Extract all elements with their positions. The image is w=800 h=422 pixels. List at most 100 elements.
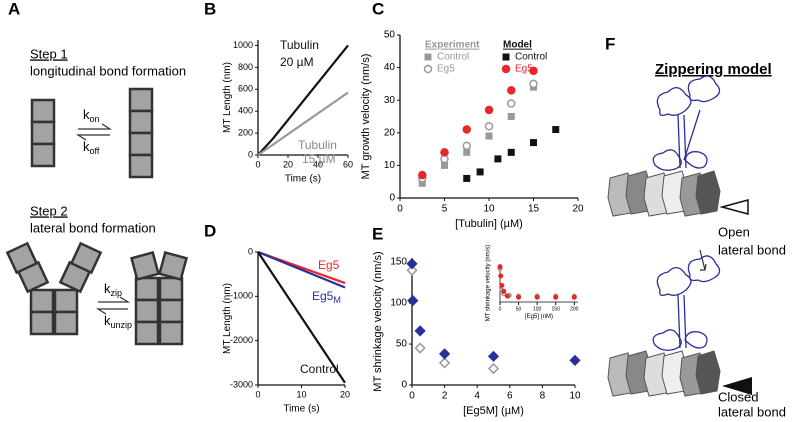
point (484, 105, 494, 115)
line (257, 44, 349, 156)
step-title: Step 2 (30, 203, 68, 218)
point (438, 357, 451, 369)
rate-sub: zip (111, 288, 123, 298)
x-tick-label: 100 (533, 306, 542, 312)
y-tick-label: -1000 (230, 291, 253, 301)
svg-text:kon: kon (83, 107, 100, 124)
y-tick-label: 30 (384, 95, 396, 106)
x-tick-label: 15 (528, 204, 540, 215)
x-tick-label: 8 (540, 391, 546, 402)
legend-label: Eg5 (515, 64, 533, 75)
point (507, 99, 516, 108)
x-axis-label: Time (s) (283, 403, 319, 414)
y-tick-label: -2000 (230, 335, 253, 345)
step-title: Step 1 (30, 46, 68, 61)
annotation: Tubulin (280, 38, 319, 52)
x-tick-label: 50 (516, 306, 522, 312)
x-tick-label: 40 (313, 160, 323, 170)
x-tick-label: 10 (483, 204, 495, 215)
x-tick-label: 2 (442, 391, 448, 402)
legend-marker (502, 53, 510, 61)
x-tick-label: 20 (572, 204, 584, 215)
x-tick-label: 60 (343, 160, 353, 170)
y-axis-label: MT growth velocity (nm/s) (360, 54, 372, 180)
svg-text:kzip: kzip (104, 281, 122, 298)
x-axis-label: Time (s) (285, 173, 321, 184)
annotation-text: Tubulin (298, 138, 337, 152)
x-tick-label: 10 (569, 391, 581, 402)
panel-label: D (204, 221, 216, 240)
x-tick-label: 4 (474, 391, 480, 402)
annotation: 15 µM (302, 152, 336, 166)
x-axis-label: [Eg5M] (µM) (463, 405, 524, 417)
step-text: lateral bond formation (30, 220, 156, 235)
x-tick-label: 5 (442, 204, 448, 215)
point (504, 293, 510, 299)
legend-title: Experiment (425, 40, 480, 51)
point (552, 126, 560, 134)
step-text: longitudinal bond formation (30, 63, 186, 78)
y-axis-label: MT Length (nm) (222, 283, 233, 354)
rate-sub: on (90, 114, 100, 124)
point (507, 148, 515, 156)
y-tick-label: 50 (396, 339, 408, 350)
point (418, 179, 426, 187)
annotation-text: Tubulin (280, 38, 319, 52)
y-tick-label: 0 (389, 193, 395, 204)
point (463, 174, 471, 182)
point (462, 141, 471, 151)
point (418, 170, 427, 180)
state-label: lateral bond (718, 404, 786, 417)
x-tick-label: 6 (507, 391, 513, 402)
x-axis-label: [Eg5] (nM) (525, 314, 553, 320)
x-tick-label: 0 (409, 391, 415, 402)
x-tick-label: 20 (283, 160, 293, 170)
legend-marker (424, 53, 432, 61)
annotation: Eg5M (312, 289, 341, 305)
x-tick-label: 20 (340, 390, 350, 400)
state-label: Closed (718, 389, 758, 404)
rate: k (104, 313, 111, 328)
panel-label: B (204, 0, 216, 18)
y-tick-label: 100 (390, 298, 407, 309)
x-axis-label: [Tubulin] (µM) (455, 218, 523, 230)
y-tick-label: 1000 (233, 40, 253, 50)
panel-a-diagram: Step 1 longitudinal bond formation kon k… (5, 46, 189, 346)
x-tick-label: 200 (570, 306, 579, 312)
legend-label: Control (437, 52, 469, 63)
point (498, 273, 504, 279)
y-tick-label: 150 (390, 257, 407, 268)
line (257, 91, 349, 156)
y-tick-label: 0 (248, 149, 253, 159)
point (485, 132, 493, 140)
annotation-text: 15 µM (302, 152, 336, 166)
annotation-text: Eg5 (318, 258, 340, 272)
point (529, 66, 538, 76)
point (406, 264, 418, 276)
panel-label: F (605, 34, 615, 53)
legend-label: Control (515, 52, 547, 63)
legend-marker (501, 64, 511, 74)
line (257, 250, 346, 289)
point (487, 350, 500, 362)
svg-text:kunzip: kunzip (104, 313, 132, 330)
panel-f-diagram: Zippering model Open lateral bond Closed… (607, 61, 786, 419)
legend-marker (423, 64, 433, 74)
point (462, 125, 471, 134)
point (487, 363, 500, 375)
y-tick-label: 40 (384, 62, 396, 73)
y-tick-label: 20 (384, 127, 396, 138)
annotation: 20 µM (280, 55, 314, 69)
y-tick-label: 0 (401, 380, 407, 391)
model-title: Zippering model (655, 61, 772, 78)
x-tick-label: 0 (397, 204, 403, 215)
state-label: lateral bond (718, 242, 786, 257)
point (463, 148, 471, 156)
y-tick-label: 10 (384, 160, 396, 171)
svg-text:koff: koff (83, 139, 100, 156)
rate-sub: off (90, 146, 100, 156)
rate-sub: unzip (111, 320, 133, 330)
point (499, 282, 505, 288)
point (529, 79, 538, 89)
